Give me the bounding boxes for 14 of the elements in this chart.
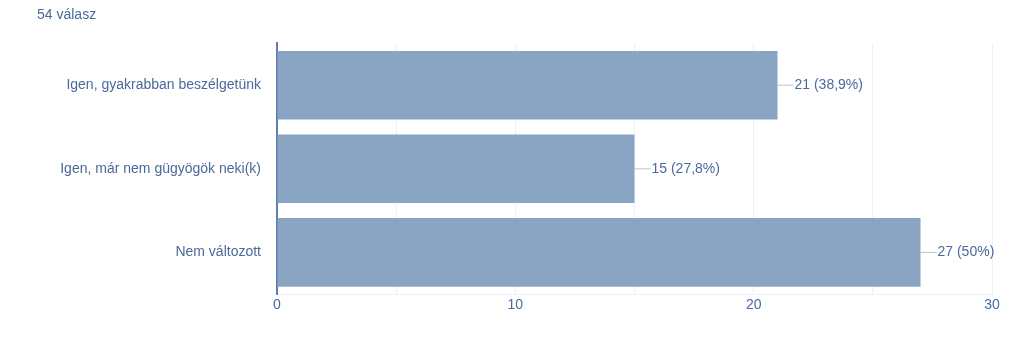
x-tick-label: 10 [507, 296, 524, 313]
bar [277, 50, 778, 120]
text: 54 válasz [37, 6, 97, 22]
data-label: 15 (27,8%) [651, 159, 720, 176]
y-tick-label: Nem változott [175, 243, 262, 260]
x-tick-label: 20 [745, 296, 762, 313]
bar [277, 218, 921, 287]
y-tick-label: Igen, már nem gügyögök neki(k) [60, 159, 261, 176]
x-tick-label: 30 [984, 296, 1000, 313]
data-label: 27 (50%) [937, 243, 995, 260]
y-tick-label: Igen, gyakrabban beszélgetünk [66, 76, 262, 93]
bar [277, 134, 635, 204]
x-tick-label: 0 [273, 296, 282, 313]
data-label: 21 (38,9%) [794, 76, 863, 93]
